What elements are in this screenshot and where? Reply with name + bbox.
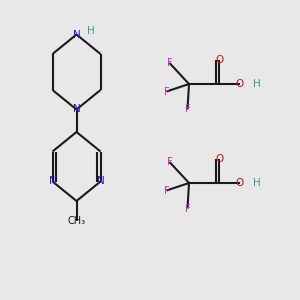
Text: F: F: [185, 104, 190, 115]
Text: H: H: [87, 26, 95, 36]
Text: F: F: [167, 157, 172, 167]
Text: N: N: [49, 176, 56, 187]
Text: F: F: [164, 86, 169, 97]
Text: H: H: [253, 79, 260, 89]
Text: CH₃: CH₃: [68, 215, 85, 226]
Text: N: N: [97, 176, 104, 187]
Text: N: N: [73, 29, 80, 40]
Text: H: H: [253, 178, 260, 188]
Text: O: O: [215, 154, 223, 164]
Text: O: O: [236, 79, 244, 89]
Text: N: N: [73, 104, 80, 115]
Text: O: O: [215, 55, 223, 65]
Text: F: F: [164, 185, 169, 196]
Text: F: F: [185, 203, 190, 214]
Text: O: O: [236, 178, 244, 188]
Text: F: F: [167, 58, 172, 68]
